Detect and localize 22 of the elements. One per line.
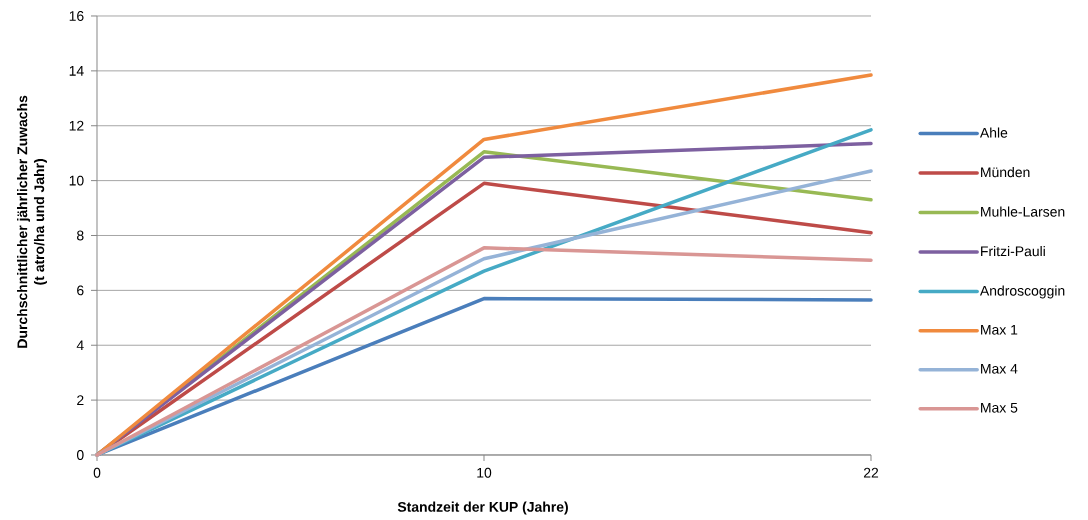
y-axis-title: Durchschnittlicher jährlicher Zuwachs (t atro/ha und Jahr) bbox=[17, 95, 47, 348]
y-tick-label: 8 bbox=[77, 230, 84, 241]
legend-label: Muhle-Larsen bbox=[981, 206, 1065, 217]
y-tick-label: 4 bbox=[76, 340, 84, 351]
x-tick-label: 0 bbox=[93, 467, 101, 478]
legend-label: Max 1 bbox=[981, 324, 1018, 335]
y-tick-label: 16 bbox=[69, 11, 84, 21]
legend-label: Fritzi-Pauli bbox=[981, 245, 1045, 257]
legend-label: Max 5 bbox=[981, 402, 1018, 413]
legend-label: Ahle bbox=[979, 127, 1008, 138]
legend-label: Max 4 bbox=[981, 363, 1018, 374]
legend-label: Androscoggin bbox=[979, 285, 1065, 299]
y-tick-label: 10 bbox=[69, 175, 84, 186]
y-tick-label: 12 bbox=[69, 120, 84, 131]
legend-label: Münden bbox=[981, 166, 1030, 178]
x-tick-label: 22 bbox=[863, 467, 879, 478]
x-tick-label: 10 bbox=[477, 467, 492, 478]
y-tick-label: 0 bbox=[76, 450, 84, 460]
y-tick-label: 14 bbox=[69, 66, 84, 76]
y-tick-label: 6 bbox=[77, 285, 84, 296]
x-axis-title: Standzeit der KUP (Jahre) bbox=[397, 501, 568, 515]
y-tick-label: 2 bbox=[77, 395, 84, 405]
